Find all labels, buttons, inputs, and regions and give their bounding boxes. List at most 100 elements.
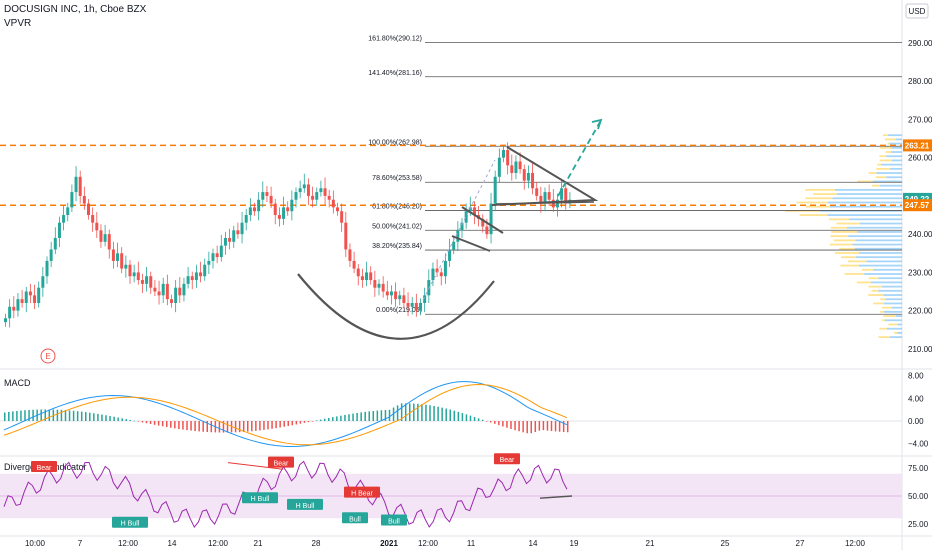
vp-bar-up (832, 197, 902, 200)
macd-hist-bar (234, 421, 237, 433)
candle-body (99, 230, 103, 242)
macd-hist-bar (255, 421, 257, 431)
time-tick-label: 21 (646, 539, 655, 548)
macd-hist-bar (550, 421, 553, 432)
vp-bar-down (873, 302, 884, 305)
candle-body (414, 302, 418, 311)
candle-body (514, 161, 518, 173)
candle-body (157, 291, 161, 296)
vp-bar-up (849, 218, 902, 221)
vp-bar-up (859, 222, 902, 225)
candle-body (315, 192, 319, 200)
macd-hist-bar (319, 419, 322, 421)
fib-label: 38.20%(235.84) (372, 243, 422, 250)
vp-bar-up (897, 323, 902, 326)
candle-body (460, 222, 464, 231)
candle-body (452, 241, 456, 250)
divergence-signal-label: H Bull (251, 496, 270, 503)
vp-bar-up (855, 239, 902, 242)
div-tick-label: 25.00 (908, 520, 929, 529)
macd-hist-bar (530, 421, 532, 434)
divergence-signal-label: H Bear (351, 491, 373, 498)
vp-bar-down (847, 260, 867, 263)
fib-label: 141.40%(281.16) (368, 70, 422, 77)
vp-bar-down (882, 134, 888, 137)
vp-bar-up (872, 180, 902, 183)
macd-hist-bar (534, 421, 537, 432)
price-badge (903, 199, 932, 212)
macd-hist-bar (413, 403, 415, 421)
candle-body (464, 211, 468, 223)
macd-hist-bar (28, 409, 30, 421)
macd-hist-bar (251, 421, 253, 432)
vp-bar-down (856, 281, 871, 284)
macd-hist-bar (72, 410, 75, 421)
candle-body (219, 245, 223, 258)
vp-bar-up (891, 151, 902, 153)
macd-hist-bar (60, 409, 63, 421)
candle-body (439, 272, 443, 277)
divergence-signal-badge (342, 512, 368, 524)
vp-bar-up (878, 289, 902, 292)
macd-tick-label: 0.00 (908, 417, 924, 426)
vp-bar-up (889, 142, 902, 145)
candle-body (182, 283, 186, 296)
macd-hist-bar (125, 419, 127, 421)
earnings-event-icon (40, 348, 56, 364)
vp-bar-up (883, 294, 902, 296)
candle-body (207, 260, 211, 265)
candle-body (149, 276, 153, 288)
divergence-line (3, 460, 568, 528)
price-badge-label: 263.21 (905, 141, 930, 150)
vp-bar-down (868, 172, 877, 174)
macd-line (3, 381, 568, 448)
candle-body (560, 188, 564, 200)
macd-hist-bar (210, 421, 213, 433)
macd-hist-bar (485, 421, 488, 422)
macd-hist-bar (344, 414, 346, 421)
candle-body (257, 199, 261, 212)
candle-body (49, 249, 53, 261)
candle-body (66, 207, 70, 216)
candle-body (91, 215, 95, 223)
vp-bar-down (805, 197, 833, 200)
vp-bar-down (857, 180, 873, 183)
vp-bar-up (885, 298, 902, 301)
divergence-signal-label: H Bull (121, 521, 140, 528)
vp-bar-down (879, 155, 887, 158)
vp-bar-down (805, 188, 835, 191)
candle-body (174, 287, 178, 303)
candle-body (4, 318, 7, 323)
macd-hist-bar (356, 412, 358, 421)
macd-hist-bar (542, 421, 545, 431)
fib-label: 0.00%(219.06) (376, 307, 422, 314)
vp-bar-down (871, 184, 880, 187)
candle-body (331, 199, 335, 208)
macd-hist-bar (404, 403, 407, 421)
candle-body (70, 192, 74, 208)
vp-bar-down (829, 243, 853, 246)
macd-hist-bar (279, 421, 281, 428)
macd-hist-bar (315, 420, 318, 421)
macd-hist-bar (20, 410, 22, 421)
candle-body (253, 207, 256, 212)
macd-hist-bar (12, 411, 14, 421)
macd-hist-bar (222, 421, 225, 433)
candle-body (24, 291, 28, 303)
candle-body (435, 268, 439, 273)
time-tick-label: 2021 (380, 539, 398, 548)
candle-body (269, 195, 273, 204)
macd-hist-bar (445, 408, 447, 421)
macd-hist-bar (473, 416, 476, 421)
candle-body (348, 249, 352, 261)
candle-body (248, 207, 252, 216)
signal-line (3, 384, 568, 446)
candle-body (78, 176, 82, 196)
candle-body (327, 195, 331, 200)
macd-hist-bar (137, 421, 140, 422)
macd-hist-bar (546, 421, 549, 431)
price-tick-label: 280.00 (908, 77, 932, 86)
volume-profile (785, 134, 902, 339)
